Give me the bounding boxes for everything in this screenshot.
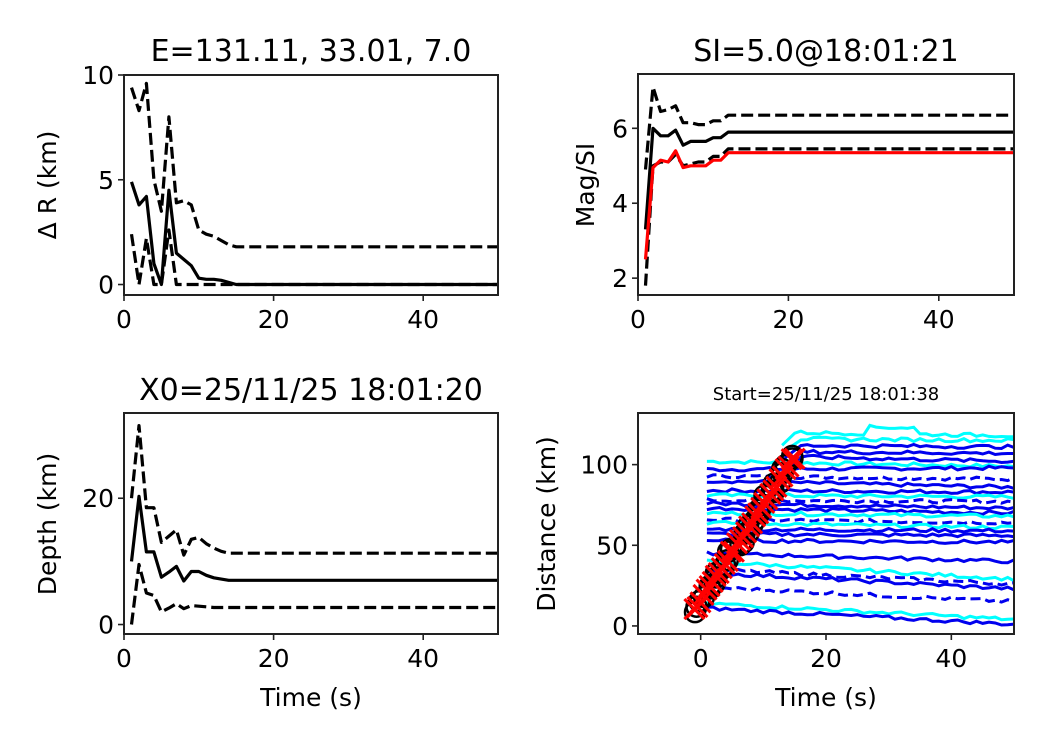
x-tick-label: 20	[258, 305, 290, 334]
y-tick-label: 0	[612, 612, 628, 641]
series-line-upper	[643, 85, 1014, 170]
series-line-upper	[129, 81, 498, 249]
pick-circle	[780, 444, 804, 468]
title-br: Start=25/11/25 18:01:38	[713, 384, 939, 405]
series-line-lower	[643, 147, 1014, 286]
station-trace	[706, 473, 1014, 483]
pick-cross	[783, 447, 806, 470]
station-trace	[706, 459, 1014, 469]
station-trace	[706, 558, 1014, 583]
y-tick-label: 10	[82, 61, 114, 90]
ylabel-bl: Depth (km)	[33, 453, 62, 595]
series-line-upper	[129, 424, 498, 557]
station-trace	[706, 550, 1014, 565]
x-tick-label: 40	[407, 305, 439, 334]
x-tick-label: 20	[258, 644, 290, 673]
y-tick-label: 50	[596, 531, 628, 560]
pick-cross	[747, 502, 770, 525]
series-line-mean	[129, 494, 498, 583]
y-tick-label: 2	[612, 264, 628, 293]
x-tick-label: 40	[407, 644, 439, 673]
title-tr: SI=5.0@18:01:21	[693, 34, 958, 69]
series-line-mean	[643, 126, 1014, 230]
station-trace	[706, 569, 1014, 592]
x-tick-label: 20	[810, 644, 842, 673]
station-trace	[706, 584, 1014, 604]
ylabel-br: Distance (km)	[532, 436, 561, 612]
pick-circle	[713, 553, 737, 577]
x-tick-label: 0	[116, 644, 132, 673]
series-line-mean	[129, 181, 498, 287]
x-tick-label: 0	[693, 644, 709, 673]
axes-frame	[637, 73, 1015, 296]
panel-magnitude: 0 20 40 2 4 6	[612, 73, 1015, 334]
ylabel-tl: Δ R (km)	[33, 131, 62, 240]
station-trace	[706, 464, 1014, 473]
station-trace	[784, 448, 1014, 466]
axes-frame	[123, 74, 499, 296]
title-bl: X0=25/11/25 18:01:20	[139, 373, 483, 408]
panel-distance-time: 0 20 40 0 50 100	[580, 412, 1015, 673]
series-line-lower	[129, 562, 498, 625]
y-tick-label: 4	[612, 189, 628, 218]
y-tick-label: 100	[580, 451, 628, 480]
x-tick-label: 40	[935, 644, 967, 673]
plot-area	[683, 423, 1014, 627]
panel-depth: 0 20 40 0 20	[82, 412, 499, 673]
station-trace	[706, 605, 1014, 627]
x-tick-label: 0	[630, 305, 646, 334]
title-tl: E=131.11, 33.01, 7.0	[151, 34, 472, 69]
station-trace	[706, 478, 1014, 490]
plot-area	[129, 81, 498, 287]
station-trace	[706, 600, 1014, 622]
x-tick-label: 20	[772, 305, 804, 334]
station-trace	[783, 442, 1014, 460]
pick-cross	[780, 448, 803, 471]
x-tick-label: 40	[923, 305, 955, 334]
station-trace	[706, 566, 1014, 587]
panel-location-error: 0 20 40 0 5 10	[82, 61, 499, 334]
y-tick-label: 6	[612, 114, 628, 143]
pick-cross	[689, 591, 712, 614]
y-tick-label: 0	[98, 611, 114, 640]
series-line-lower	[129, 228, 498, 287]
pick-cross	[741, 512, 764, 535]
xlabel-br: Time (s)	[774, 683, 877, 712]
station-trace	[706, 487, 1014, 496]
axes-frame	[123, 412, 499, 635]
pick-cross	[765, 475, 788, 498]
x-tick-label: 0	[116, 305, 132, 334]
y-tick-label: 0	[98, 271, 114, 300]
station-trace	[706, 537, 1014, 545]
xlabel-bl: Time (s)	[259, 683, 362, 712]
y-tick-label: 5	[98, 166, 114, 195]
plot-area	[643, 85, 1014, 286]
station-trace	[781, 423, 1014, 447]
series-line-SI	[643, 149, 1014, 260]
ylabel-tr: Mag/SI	[571, 143, 600, 227]
pick-cross	[771, 465, 794, 488]
station-trace	[782, 435, 1014, 453]
station-trace	[785, 453, 1014, 471]
plot-area	[129, 424, 498, 625]
y-tick-label: 20	[82, 484, 114, 513]
